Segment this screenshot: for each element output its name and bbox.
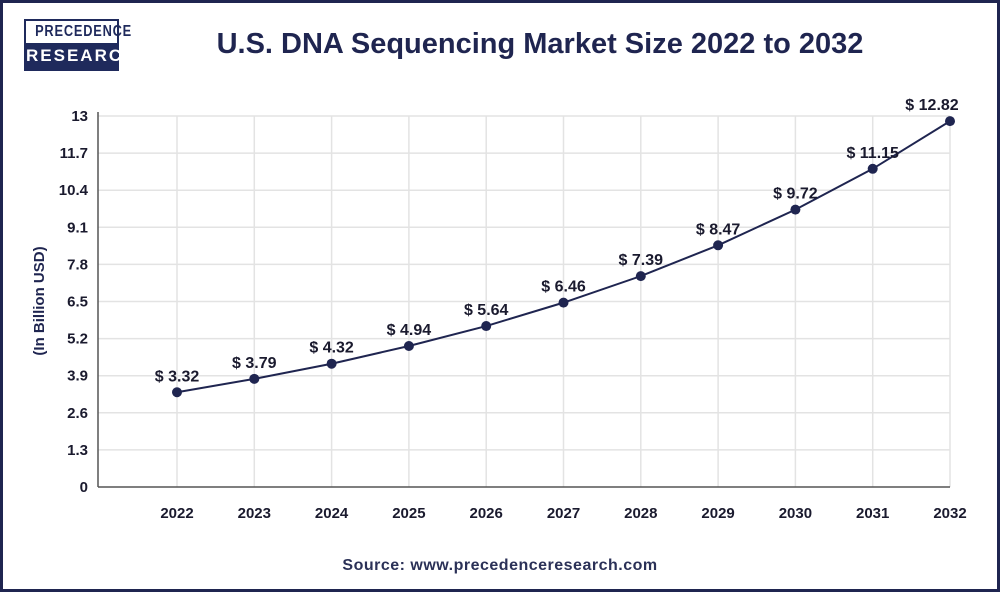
x-tick-label: 2024 [315, 505, 349, 522]
x-tick-label: 2029 [701, 505, 734, 522]
y-tick-label: 2.6 [67, 405, 88, 422]
data-point [867, 163, 878, 174]
data-label: $ 9.72 [773, 186, 818, 203]
y-tick-label: 13 [71, 108, 88, 125]
logo-line-1: PRECEDENCE [35, 21, 131, 43]
data-label: $ 4.32 [309, 340, 354, 357]
y-tick-label: 0 [80, 479, 88, 496]
data-label: $ 6.46 [541, 279, 586, 296]
source-text: Source: www.precedenceresearch.com [342, 557, 658, 574]
x-tick-label: 2028 [624, 505, 657, 522]
x-tick-label: 2026 [470, 505, 503, 522]
x-tick-label: 2030 [779, 505, 812, 522]
data-label: $ 3.32 [155, 368, 200, 385]
data-label: $ 11.15 [846, 145, 899, 162]
data-point [403, 341, 414, 352]
y-axis-label: (In Billion USD) [31, 246, 48, 355]
y-tick-label: 1.3 [67, 442, 88, 459]
data-point [326, 358, 337, 369]
data-point [635, 271, 646, 282]
x-tick-label: 2023 [238, 505, 271, 522]
data-point [790, 204, 801, 215]
y-tick-label: 7.8 [67, 256, 88, 273]
data-point [945, 116, 955, 127]
logo-line-2: RESEARCH [26, 43, 135, 69]
data-point [172, 387, 182, 398]
data-point [249, 373, 260, 384]
x-tick-label: 2031 [856, 505, 889, 522]
y-tick-label: 6.5 [67, 294, 88, 311]
y-tick-label: 10.4 [59, 182, 89, 199]
data-point [558, 297, 569, 308]
x-tick-label: 2025 [392, 505, 425, 522]
data-point [713, 240, 724, 251]
data-label: $ 5.64 [464, 302, 509, 319]
data-label: $ 3.79 [232, 355, 277, 372]
chart-title: U.S. DNA Sequencing Market Size 2022 to … [216, 28, 864, 60]
data-label: $ 4.94 [387, 322, 432, 339]
y-tick-label: 9.1 [67, 219, 88, 236]
x-tick-label: 2027 [547, 505, 580, 522]
y-tick-label: 5.2 [67, 331, 88, 348]
data-point [481, 321, 492, 332]
x-tick-label: 2032 [933, 505, 966, 522]
y-tick-label: 3.9 [67, 368, 88, 385]
y-tick-label: 11.7 [60, 145, 88, 162]
x-tick-label: 2022 [160, 505, 193, 522]
data-label: $ 12.82 [905, 97, 958, 114]
data-label: $ 8.47 [696, 221, 741, 238]
data-label: $ 7.39 [619, 252, 664, 269]
precedence-research-logo: PRECEDENCE RESEARCH [24, 19, 135, 71]
